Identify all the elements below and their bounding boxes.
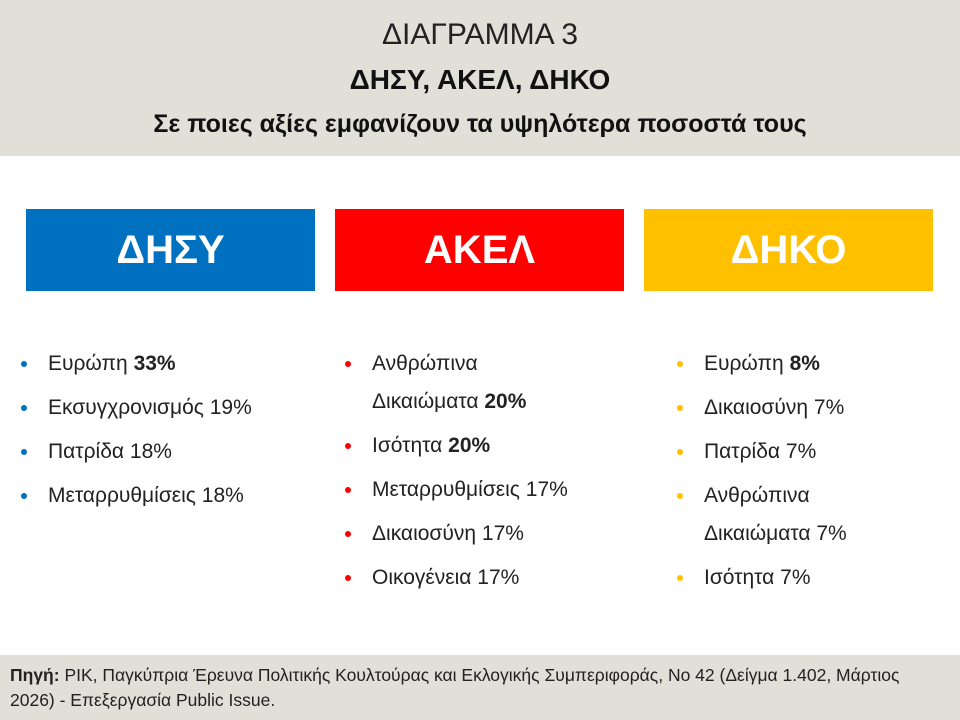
party-header: ΑΚΕΛ [335,209,624,291]
item-label: Εκσυγχρονισμός [48,396,204,419]
list-item: Ευρώπη 33% [21,345,328,383]
item-label: Μεταρρυθμίσεις [372,478,520,501]
item-label: Οικογένεια [372,566,472,589]
bullet [21,361,27,367]
list-item: Ισότητα 7% [677,559,909,597]
source: Πηγή: ΡΙΚ, Παγκύπρια Έρευνα Πολιτικής Κο… [10,663,910,713]
bullet [345,575,351,581]
bullet [345,531,351,537]
bullet [677,449,683,455]
bullet [677,575,683,581]
list-item: Μεταρρυθμίσεις 17% [345,471,577,509]
bullet [21,405,27,411]
list-item: Ανθρώπινα Δικαιώματα 7% [677,477,909,553]
bullet [345,487,351,493]
title: ΔΙΑΓΡΑΜΜΑ 3 [381,18,579,51]
source-label: Πηγή: [10,665,60,685]
item-value: 18% [201,484,244,507]
item-label: Ισότητα [704,566,775,589]
item-label: Ισότητα [372,434,443,457]
list-item: Δικαιοσύνη 17% [345,515,577,553]
party-header: ΔΗΚΟ [644,209,933,291]
footer: Πηγή: ΡΙΚ, Παγκύπρια Έρευνα Πολιτικής Κο… [0,655,960,720]
list-item: Εκσυγχρονισμός 19% [21,389,328,427]
item-label: Ευρώπη [704,352,784,375]
subtitle: ΔΗΣΥ, ΑΚΕΛ, ΔΗΚΟ [349,64,611,95]
list-item: Πατρίδα 18% [21,433,328,471]
item-value: 18% [129,440,172,463]
item-value: 7% [813,396,845,419]
bullet [677,361,683,367]
item-label: Δικαιοσύνη [372,522,477,545]
item-value: 7% [780,566,811,589]
list-item: Πατρίδα 7% [677,433,909,471]
bullet [21,449,27,455]
item-value: 17% [525,478,568,501]
party-header: ΔΗΣΥ [26,209,315,291]
item-label: Δικαιοσύνη [704,396,809,419]
item-value: 7% [785,440,817,463]
item-label: Πατρίδα [48,440,125,463]
list-item: Ισότητα 20% [345,427,577,465]
value-list: Ευρώπη 33% Εκσυγχρονισμός 19% Πατρίδα 18% Μ… [21,345,328,521]
bullet [345,361,351,367]
item-value: 20% [448,434,491,457]
bullet [21,493,27,499]
item-value: 8% [789,352,820,375]
header: ΔΙΑΓΡΑΜΜΑ 3 ΔΗΣΥ, ΑΚΕΛ, ΔΗΚΟ Σε ποιες αξ… [0,0,960,156]
item-value: 20% [484,390,527,413]
item-label: Ευρώπη [48,352,128,375]
item-value: 7% [816,522,847,545]
list-item: Δικαιοσύνη 7% [677,389,909,427]
source-text: ΡΙΚ, Παγκύπρια Έρευνα Πολιτικής Κουλτούρ… [10,665,900,710]
item-label: Ανθρώπινα Δικαιώματα [372,352,479,413]
item-label: Ανθρώπινα Δικαιώματα [704,484,811,545]
item-value: 17% [477,566,520,589]
list-item: Μεταρρυθμίσεις 18% [21,477,328,515]
item-value: 33% [133,352,176,375]
item-label: Μεταρρυθμίσεις [48,484,196,507]
list-item: Ευρώπη 8% [677,345,909,383]
description: Σε ποιες αξίες εμφανίζουν τα υψηλότερα π… [153,110,807,138]
list-item: Οικογένεια 17% [345,559,577,597]
list-item: Ανθρώπινα Δικαιώματα 20% [345,345,577,421]
item-label: Πατρίδα [704,440,781,463]
item-value: 17% [481,522,524,545]
bullet [677,493,683,499]
bullet [677,405,683,411]
value-list: Ευρώπη 8% Δικαιοσύνη 7% Πατρίδα 7% Ανθρώπιν… [677,345,909,603]
value-list: Ανθρώπινα Δικαιώματα 20% Ισότητα 20% Μεταρ… [345,345,577,603]
item-value: 19% [209,396,252,419]
bullet [345,443,351,449]
